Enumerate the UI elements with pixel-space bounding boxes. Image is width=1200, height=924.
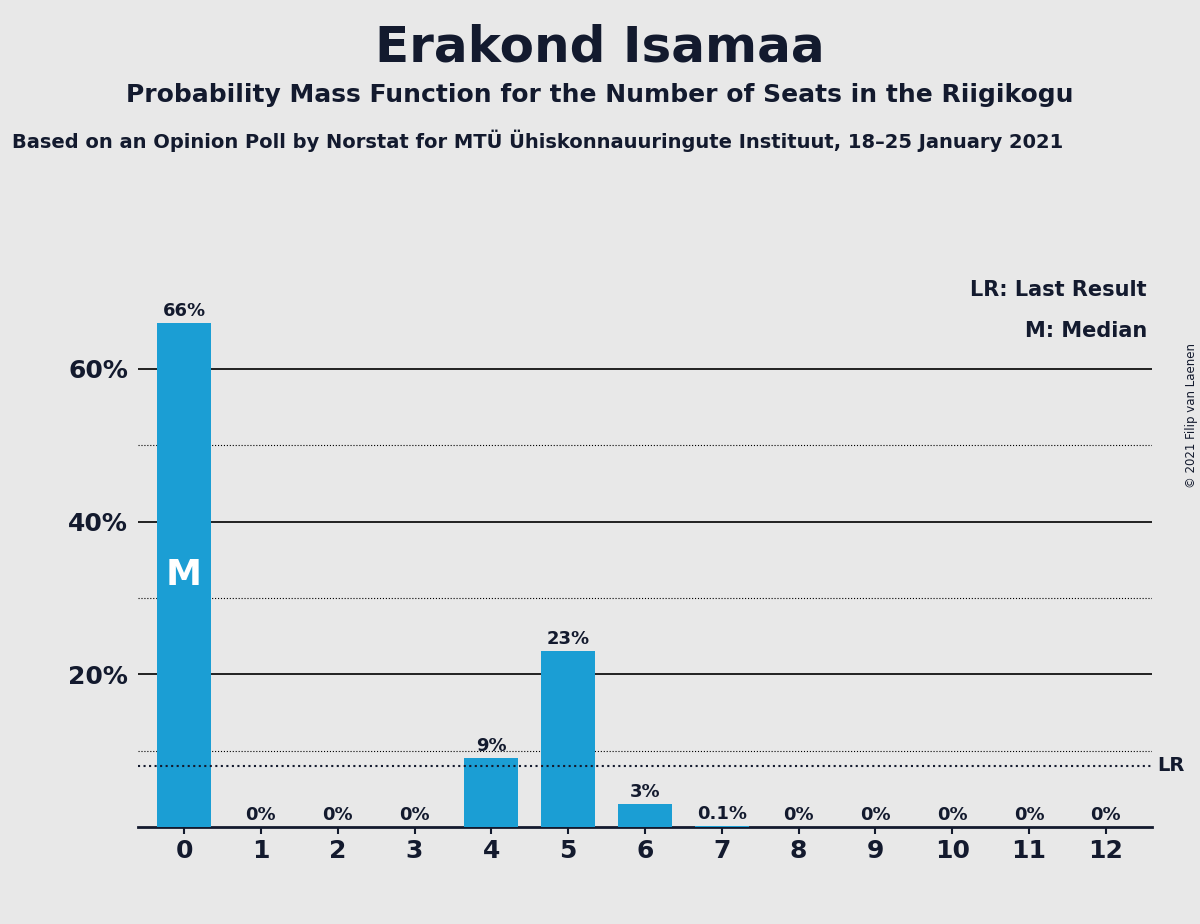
Bar <box>618 804 672 827</box>
Text: 0%: 0% <box>1091 806 1121 824</box>
Text: Probability Mass Function for the Number of Seats in the Riigikogu: Probability Mass Function for the Number… <box>126 83 1074 107</box>
Text: © 2021 Filip van Laenen: © 2021 Filip van Laenen <box>1186 344 1198 488</box>
Text: 0%: 0% <box>400 806 430 824</box>
Text: 66%: 66% <box>162 302 205 320</box>
Text: 0%: 0% <box>860 806 890 824</box>
Text: M: Median: M: Median <box>1025 322 1147 341</box>
Text: M: M <box>166 558 202 592</box>
Text: 23%: 23% <box>547 630 589 649</box>
Text: 9%: 9% <box>476 737 506 755</box>
Text: LR: LR <box>1157 757 1184 775</box>
Bar <box>157 323 211 827</box>
Text: 0%: 0% <box>1014 806 1044 824</box>
Bar <box>464 759 518 827</box>
Text: LR: Last Result: LR: Last Result <box>971 280 1147 300</box>
Text: 0%: 0% <box>937 806 967 824</box>
Text: 0%: 0% <box>784 806 814 824</box>
Text: 0%: 0% <box>323 806 353 824</box>
Text: 0%: 0% <box>246 806 276 824</box>
Text: Based on an Opinion Poll by Norstat for MTÜ Ühiskonnauuringute Instituut, 18–25 : Based on an Opinion Poll by Norstat for … <box>12 129 1063 152</box>
Text: Erakond Isamaa: Erakond Isamaa <box>376 23 824 71</box>
Bar <box>541 651 595 827</box>
Text: 0.1%: 0.1% <box>697 805 746 823</box>
Text: 3%: 3% <box>630 783 660 801</box>
